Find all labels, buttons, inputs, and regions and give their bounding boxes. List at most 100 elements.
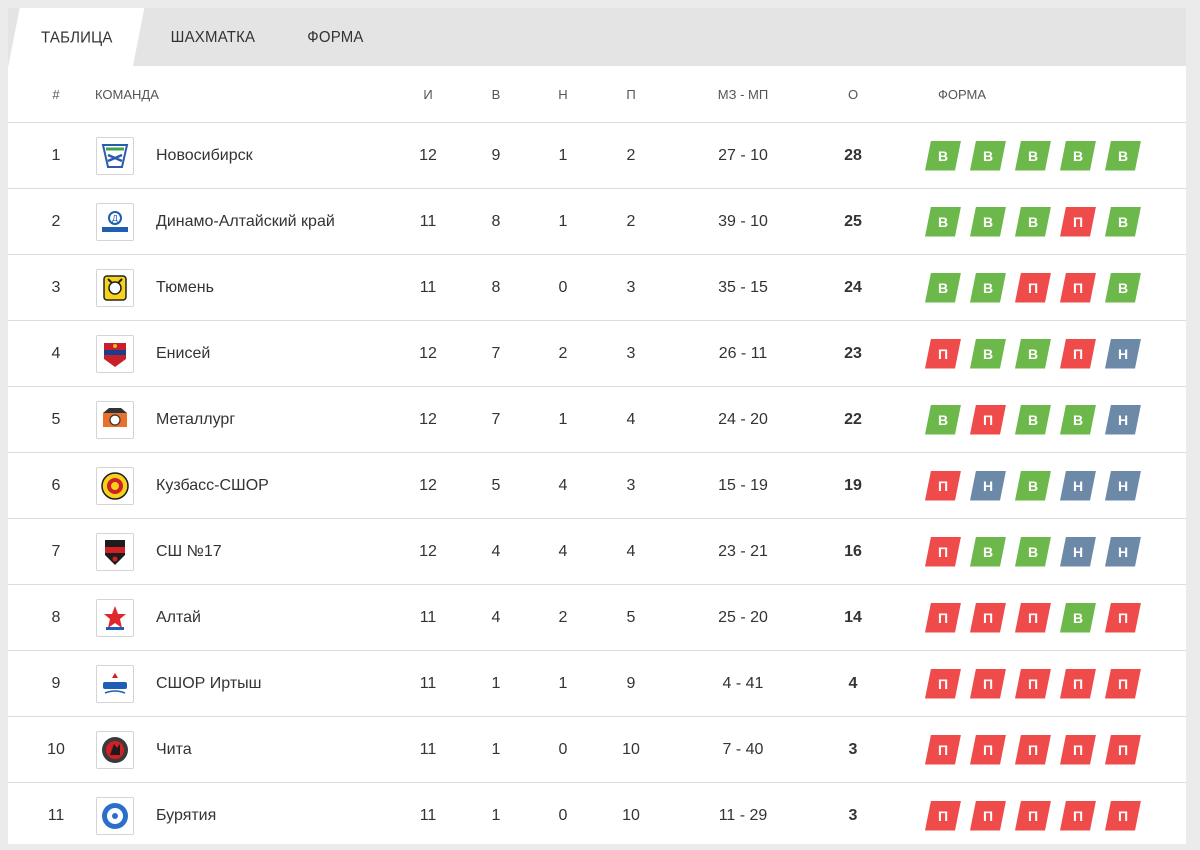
form-badge: В [925, 273, 961, 303]
table-row[interactable]: 2 Д Динамо-Алтайский край 11 8 1 2 39 - … [8, 188, 1186, 254]
header-games: И [423, 86, 433, 102]
form-badge: В [1060, 141, 1096, 171]
form-badge: В [970, 537, 1006, 567]
form-badge: Н [1060, 537, 1096, 567]
team-logo-cell [96, 453, 136, 518]
tyumen-logo[interactable] [96, 268, 134, 307]
form-badge: П [970, 735, 1006, 765]
points: 23 [844, 344, 862, 362]
losses: 9 [626, 674, 636, 692]
chita-logo[interactable] [96, 730, 134, 769]
form-badge: П [925, 735, 961, 765]
draws: 4 [558, 476, 568, 494]
wins: 4 [491, 608, 501, 626]
form-badge: П [970, 669, 1006, 699]
form-badge: П [1060, 669, 1096, 699]
wins: 1 [491, 806, 501, 824]
form-badge: П [1060, 801, 1096, 831]
form-badge: В [925, 405, 961, 435]
position: 6 [51, 476, 61, 494]
team-name[interactable]: Тюмень [156, 278, 214, 296]
tab-chessboard[interactable]: ШАХМАТКА [170, 28, 256, 46]
games-played: 11 [419, 212, 437, 230]
altai-logo[interactable] [96, 598, 134, 637]
form-badge: П [1060, 735, 1096, 765]
form-badge: П [1015, 735, 1051, 765]
sh17-logo[interactable] [96, 532, 134, 571]
draws: 1 [558, 674, 568, 692]
team-name[interactable]: Новосибирск [156, 146, 253, 164]
form-badge: В [970, 207, 1006, 237]
form-badge: П [1105, 669, 1141, 699]
team-name[interactable]: Чита [156, 740, 192, 758]
games-played: 12 [419, 146, 437, 164]
team-name[interactable]: Бурятия [156, 806, 217, 824]
position: 3 [51, 278, 61, 296]
team-logo-cell: Д [96, 189, 136, 254]
form-badge: П [1060, 273, 1096, 303]
team-name[interactable]: СШОР Иртыш [156, 674, 262, 692]
losses: 4 [626, 542, 636, 560]
points: 3 [848, 740, 858, 758]
goals: 23 - 21 [718, 542, 768, 560]
games-played: 11 [419, 278, 437, 296]
form-badge: В [1015, 339, 1051, 369]
tab-form[interactable]: ФОРМА [307, 28, 364, 46]
team-name[interactable]: Динамо-Алтайский край [156, 212, 335, 230]
team-logo-cell [96, 321, 136, 386]
metallurg-logo[interactable] [96, 400, 134, 439]
form-badge: П [1105, 735, 1141, 765]
team-name[interactable]: Енисей [156, 344, 211, 362]
losses: 4 [626, 410, 636, 428]
buryatia-logo[interactable] [96, 796, 134, 835]
dinamo-altai-logo[interactable]: Д [96, 202, 134, 241]
form-badge: В [970, 141, 1006, 171]
position: 11 [47, 806, 65, 824]
irtysh-logo[interactable] [96, 664, 134, 703]
team-name[interactable]: СШ №17 [156, 542, 222, 560]
goals: 25 - 20 [718, 608, 768, 626]
team-logo-cell [96, 387, 136, 452]
novosibirsk-logo[interactable] [96, 136, 134, 175]
points: 28 [844, 146, 862, 164]
position: 4 [51, 344, 61, 362]
form-badge: П [1015, 801, 1051, 831]
team-name[interactable]: Алтай [156, 608, 201, 626]
kuzbass-logo-graphic [101, 471, 129, 500]
team-logo-cell [96, 717, 136, 782]
form-badge: П [970, 603, 1006, 633]
team-logo-cell [96, 651, 136, 716]
enisey-logo-graphic [104, 342, 126, 367]
enisey-logo[interactable] [96, 334, 134, 373]
losses: 10 [622, 806, 640, 824]
draws: 0 [558, 278, 568, 296]
form-badge: В [1015, 537, 1051, 567]
form-badge: В [1060, 603, 1096, 633]
team-name[interactable]: Кузбасс-СШОР [156, 476, 269, 494]
tab-table[interactable]: ТАБЛИЦА [8, 8, 145, 67]
wins: 7 [491, 410, 501, 428]
form-badge: П [925, 603, 961, 633]
team-name[interactable]: Металлург [156, 410, 236, 428]
form-badge: П [1060, 339, 1096, 369]
kuzbass-logo[interactable] [96, 466, 134, 505]
form-badge: П [925, 669, 961, 699]
